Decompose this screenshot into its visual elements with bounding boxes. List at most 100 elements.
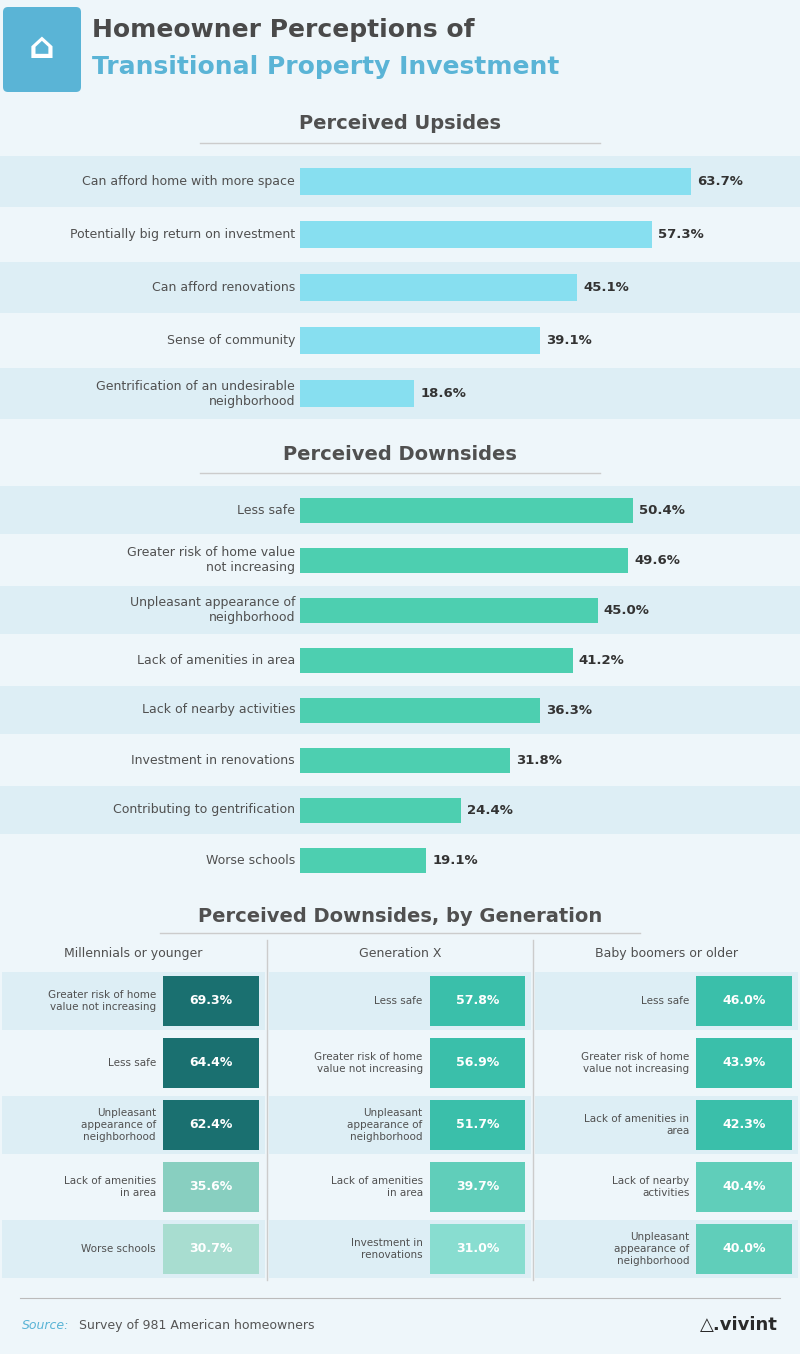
Text: Unpleasant
appearance of
neighborhood: Unpleasant appearance of neighborhood: [614, 1232, 690, 1266]
Text: Potentially big return on investment: Potentially big return on investment: [70, 227, 295, 241]
Text: Unpleasant
appearance of
neighborhood: Unpleasant appearance of neighborhood: [81, 1109, 156, 1141]
Text: 19.1%: 19.1%: [432, 853, 478, 867]
Text: Transitional Property Investment: Transitional Property Investment: [92, 56, 559, 79]
Bar: [0, 586, 800, 634]
Text: Greater risk of home
value not increasing: Greater risk of home value not increasin…: [48, 990, 156, 1011]
Text: Survey of 981 American homeowners: Survey of 981 American homeowners: [75, 1319, 314, 1332]
Text: Lack of amenities
in area: Lack of amenities in area: [64, 1177, 156, 1198]
Text: ⌂: ⌂: [29, 31, 55, 65]
Text: Perceived Downsides: Perceived Downsides: [283, 445, 517, 464]
Bar: [163, 1224, 258, 1274]
Bar: [300, 380, 414, 406]
Text: Investment in
renovations: Investment in renovations: [350, 1238, 422, 1259]
Text: Millennials or younger: Millennials or younger: [64, 946, 202, 960]
Bar: [535, 1095, 798, 1154]
Text: 43.9%: 43.9%: [722, 1056, 766, 1070]
Text: Gentrification of an undesirable
neighborhood: Gentrification of an undesirable neighbo…: [96, 379, 295, 408]
Text: 18.6%: 18.6%: [420, 387, 466, 399]
Bar: [696, 976, 792, 1026]
Text: Homeowner Perceptions of: Homeowner Perceptions of: [92, 18, 474, 42]
Text: 41.2%: 41.2%: [578, 654, 624, 666]
Text: Lack of amenities in
area: Lack of amenities in area: [584, 1114, 690, 1136]
Text: Less safe: Less safe: [641, 997, 690, 1006]
Text: 64.4%: 64.4%: [189, 1056, 233, 1070]
Bar: [430, 976, 526, 1026]
Bar: [269, 1034, 531, 1091]
Bar: [300, 697, 540, 723]
Bar: [430, 1039, 526, 1087]
Text: Less safe: Less safe: [108, 1057, 156, 1068]
Bar: [300, 647, 573, 673]
Bar: [300, 798, 462, 822]
Text: Worse schools: Worse schools: [206, 853, 295, 867]
Text: Lack of nearby activities: Lack of nearby activities: [142, 704, 295, 716]
Bar: [696, 1101, 792, 1150]
Bar: [430, 1101, 526, 1150]
Bar: [0, 636, 800, 684]
Text: 39.7%: 39.7%: [456, 1181, 499, 1193]
Bar: [2, 972, 265, 1030]
Bar: [269, 972, 531, 1030]
Text: 42.3%: 42.3%: [722, 1118, 766, 1132]
Text: Greater risk of home value
not increasing: Greater risk of home value not increasin…: [127, 546, 295, 574]
Text: Sense of community: Sense of community: [166, 334, 295, 347]
Text: Investment in renovations: Investment in renovations: [131, 753, 295, 766]
Text: 45.1%: 45.1%: [583, 282, 629, 294]
Text: 49.6%: 49.6%: [634, 554, 680, 566]
Text: Lack of amenities in area: Lack of amenities in area: [137, 654, 295, 666]
Bar: [0, 209, 800, 260]
Text: 45.0%: 45.0%: [604, 604, 650, 616]
Bar: [696, 1162, 792, 1212]
Text: Lack of amenities
in area: Lack of amenities in area: [330, 1177, 422, 1198]
Text: 57.8%: 57.8%: [456, 994, 499, 1007]
Text: 36.3%: 36.3%: [546, 704, 592, 716]
Text: Perceived Upsides: Perceived Upsides: [299, 114, 501, 133]
Bar: [300, 848, 426, 872]
Text: 39.1%: 39.1%: [546, 334, 592, 347]
Bar: [2, 1220, 265, 1278]
Text: 50.4%: 50.4%: [639, 504, 686, 516]
Text: 46.0%: 46.0%: [722, 994, 766, 1007]
Text: 62.4%: 62.4%: [189, 1118, 233, 1132]
Bar: [300, 497, 634, 523]
Text: 31.0%: 31.0%: [456, 1243, 499, 1255]
Bar: [696, 1224, 792, 1274]
Bar: [300, 747, 510, 773]
Bar: [2, 1095, 265, 1154]
Bar: [696, 1039, 792, 1087]
Text: Greater risk of home
value not increasing: Greater risk of home value not increasin…: [314, 1052, 422, 1074]
Bar: [0, 787, 800, 834]
Bar: [300, 597, 598, 623]
FancyBboxPatch shape: [3, 7, 81, 92]
Bar: [300, 275, 577, 301]
Bar: [430, 1162, 526, 1212]
Bar: [2, 1158, 265, 1216]
Bar: [0, 486, 800, 533]
Bar: [300, 547, 628, 573]
Bar: [535, 1158, 798, 1216]
Text: 35.6%: 35.6%: [190, 1181, 233, 1193]
Text: Greater risk of home
value not increasing: Greater risk of home value not increasin…: [581, 1052, 690, 1074]
Bar: [0, 156, 800, 207]
Text: Contributing to gentrification: Contributing to gentrification: [113, 803, 295, 816]
Text: Perceived Downsides, by Generation: Perceived Downsides, by Generation: [198, 907, 602, 926]
Text: 40.4%: 40.4%: [722, 1181, 766, 1193]
Text: Less safe: Less safe: [374, 997, 422, 1006]
Text: 57.3%: 57.3%: [658, 227, 704, 241]
Bar: [163, 1101, 258, 1150]
Bar: [163, 1039, 258, 1087]
Bar: [535, 972, 798, 1030]
Text: 69.3%: 69.3%: [190, 994, 232, 1007]
Bar: [300, 328, 540, 353]
Bar: [535, 1034, 798, 1091]
Text: 56.9%: 56.9%: [456, 1056, 499, 1070]
Bar: [300, 168, 691, 195]
Text: 51.7%: 51.7%: [456, 1118, 499, 1132]
Text: 30.7%: 30.7%: [189, 1243, 233, 1255]
Text: 63.7%: 63.7%: [698, 175, 743, 188]
Bar: [430, 1224, 526, 1274]
Bar: [0, 263, 800, 313]
Bar: [269, 1095, 531, 1154]
Text: 40.0%: 40.0%: [722, 1243, 766, 1255]
Text: Lack of nearby
activities: Lack of nearby activities: [612, 1177, 690, 1198]
